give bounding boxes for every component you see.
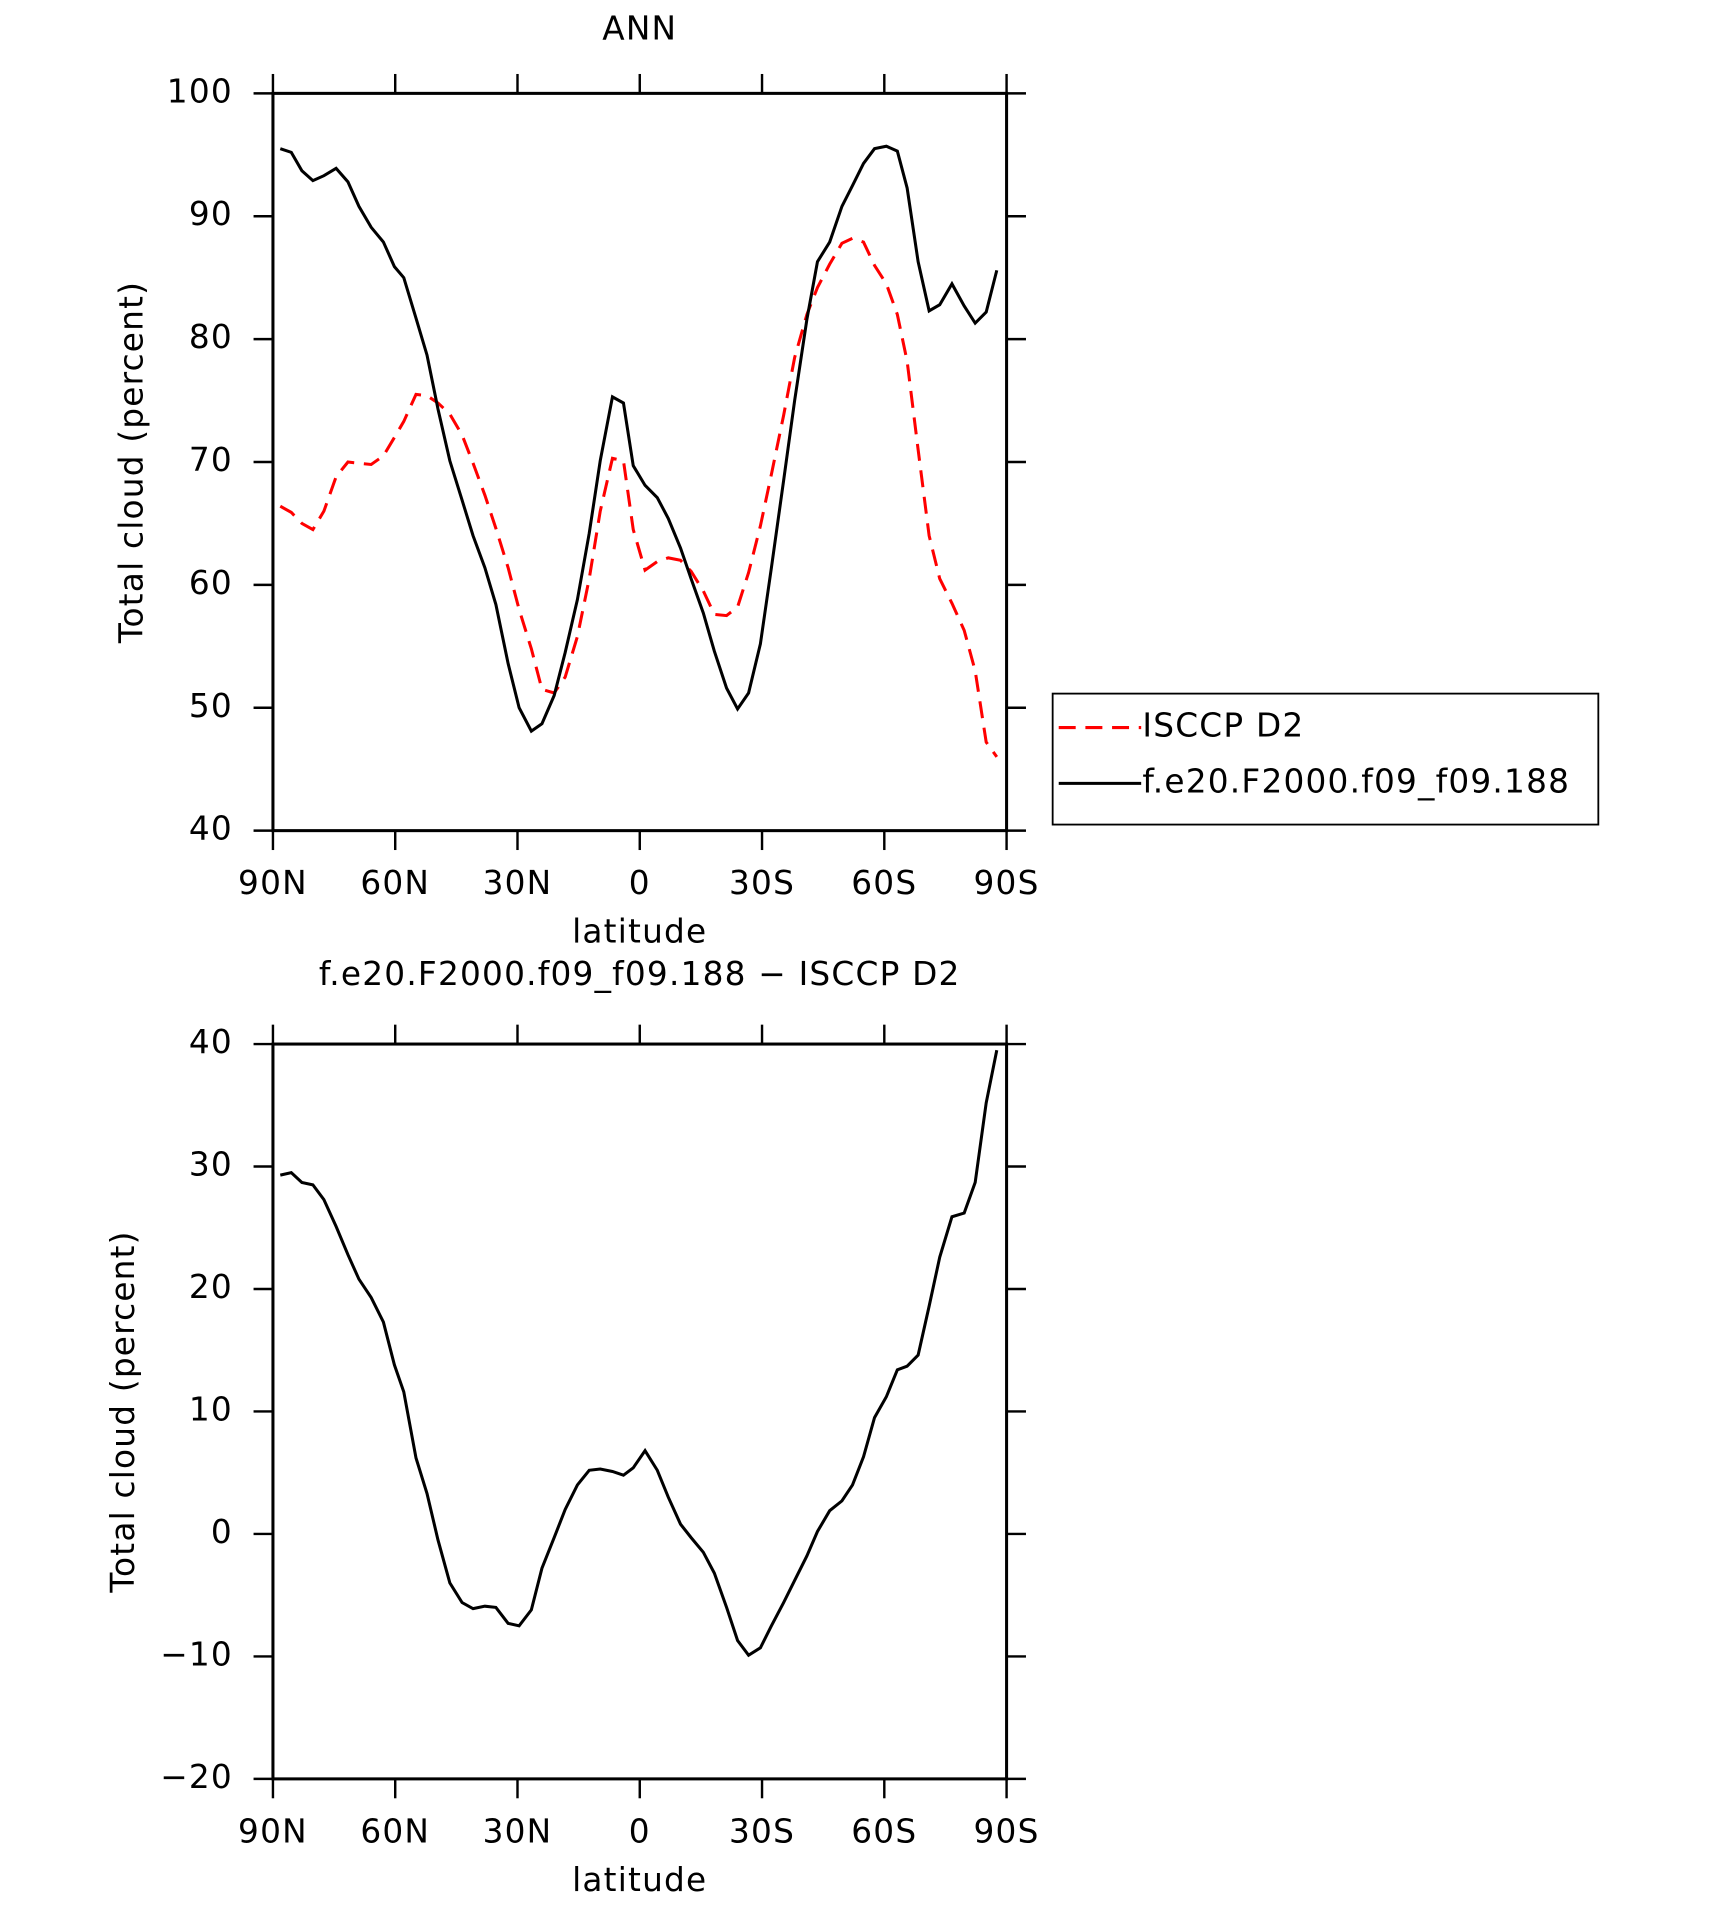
y-axis-label: Total cloud (percent) <box>104 1230 142 1593</box>
plot-frame <box>271 1042 1009 1781</box>
x-tick-label: 90N <box>238 1812 308 1850</box>
y-tick-label: 40 <box>189 810 233 848</box>
x-tick-label: 90N <box>238 864 308 902</box>
data-line <box>279 236 999 758</box>
data-line <box>279 1049 999 1658</box>
x-axis-label: latitude <box>572 913 707 951</box>
x-tick-label: 30N <box>483 864 553 902</box>
x-tick-label: 60S <box>851 864 917 902</box>
x-tick-label: 60N <box>360 1812 430 1850</box>
x-tick-label: 90S <box>974 1812 1040 1850</box>
y-tick-label: 90 <box>189 195 233 233</box>
y-tick-label: 0 <box>211 1513 233 1551</box>
x-tick-label: 0 <box>629 1812 651 1850</box>
chart-title: f.e20.F2000.f09_f09.188 − ISCCP D2 <box>319 955 961 993</box>
data-line <box>279 144 999 734</box>
y-tick-label: −10 <box>160 1635 233 1673</box>
y-tick-label: 80 <box>189 318 233 356</box>
y-tick-label: 50 <box>189 687 233 725</box>
x-tick-label: 30S <box>729 864 795 902</box>
y-tick-label: 40 <box>189 1023 233 1061</box>
y-tick-label: 20 <box>189 1268 233 1306</box>
chart-title: ANN <box>602 9 677 47</box>
y-axis-label: Total cloud (percent) <box>113 281 151 644</box>
x-tick-label: 30N <box>483 1812 553 1850</box>
legend-box <box>1051 692 1600 826</box>
x-tick-label: 60S <box>851 1812 917 1850</box>
y-tick-label: 10 <box>189 1390 233 1428</box>
x-tick-label: 90S <box>974 864 1040 902</box>
legend-label: ISCCP D2 <box>1142 707 1304 745</box>
plot-frame <box>271 91 1009 833</box>
x-tick-label: 30S <box>729 1812 795 1850</box>
y-tick-label: −20 <box>160 1758 233 1796</box>
y-tick-label: 30 <box>189 1146 233 1184</box>
x-tick-label: 0 <box>629 864 651 902</box>
legend-label: f.e20.F2000.f09_f09.188 <box>1142 762 1570 800</box>
x-axis-label: latitude <box>572 1861 707 1899</box>
x-tick-label: 60N <box>360 864 430 902</box>
y-tick-label: 60 <box>189 564 233 602</box>
y-tick-label: 100 <box>167 72 233 110</box>
y-tick-label: 70 <box>189 441 233 479</box>
